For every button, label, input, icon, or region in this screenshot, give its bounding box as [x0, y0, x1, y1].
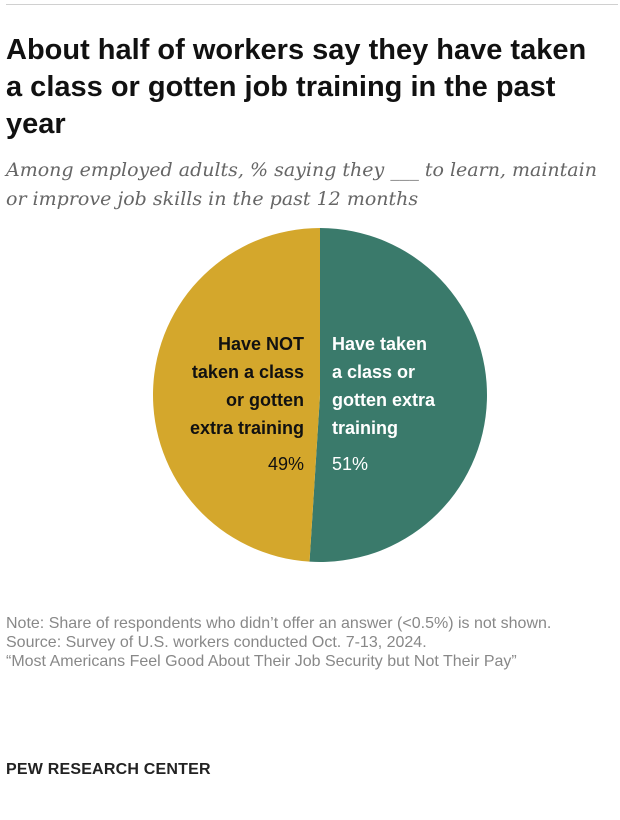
source-text: Source: Survey of U.S. workers conducted…	[6, 634, 427, 651]
slice-label-line: extra training	[190, 418, 304, 438]
pie-chart: Have taken a class or gotten extra training…	[0, 220, 620, 600]
chart-subtitle: Among employed adults, % saying they ___…	[6, 159, 597, 210]
pie-chart-svg: Have taken a class or gotten extra training…	[152, 228, 487, 562]
notes-block: Note: Share of respondents who didn’t of…	[6, 614, 606, 671]
chart-title: About half of workers say they have take…	[6, 34, 587, 140]
slice-label-line: Have NOT	[218, 334, 304, 354]
slice-value-label: 49%	[268, 454, 304, 474]
top-rule	[6, 4, 618, 5]
slice-label-line: Have taken	[332, 334, 427, 354]
slice-value-label: 51%	[332, 454, 368, 474]
slice-label-line: or gotten	[226, 390, 304, 410]
slice-label-line: taken a class	[192, 362, 304, 382]
pie-slice-not-taken-training	[152, 228, 320, 562]
report-title-text: “Most Americans Feel Good About Their Jo…	[6, 653, 517, 670]
slice-label-line: a class or	[332, 362, 415, 382]
note-text: Note: Share of respondents who didn’t of…	[6, 615, 552, 632]
brand-footer: PEW RESEARCH CENTER	[6, 761, 211, 778]
slice-label-line: training	[332, 418, 398, 438]
pie-slice-taken-training	[309, 228, 487, 562]
slice-label-line: gotten extra	[332, 390, 436, 410]
